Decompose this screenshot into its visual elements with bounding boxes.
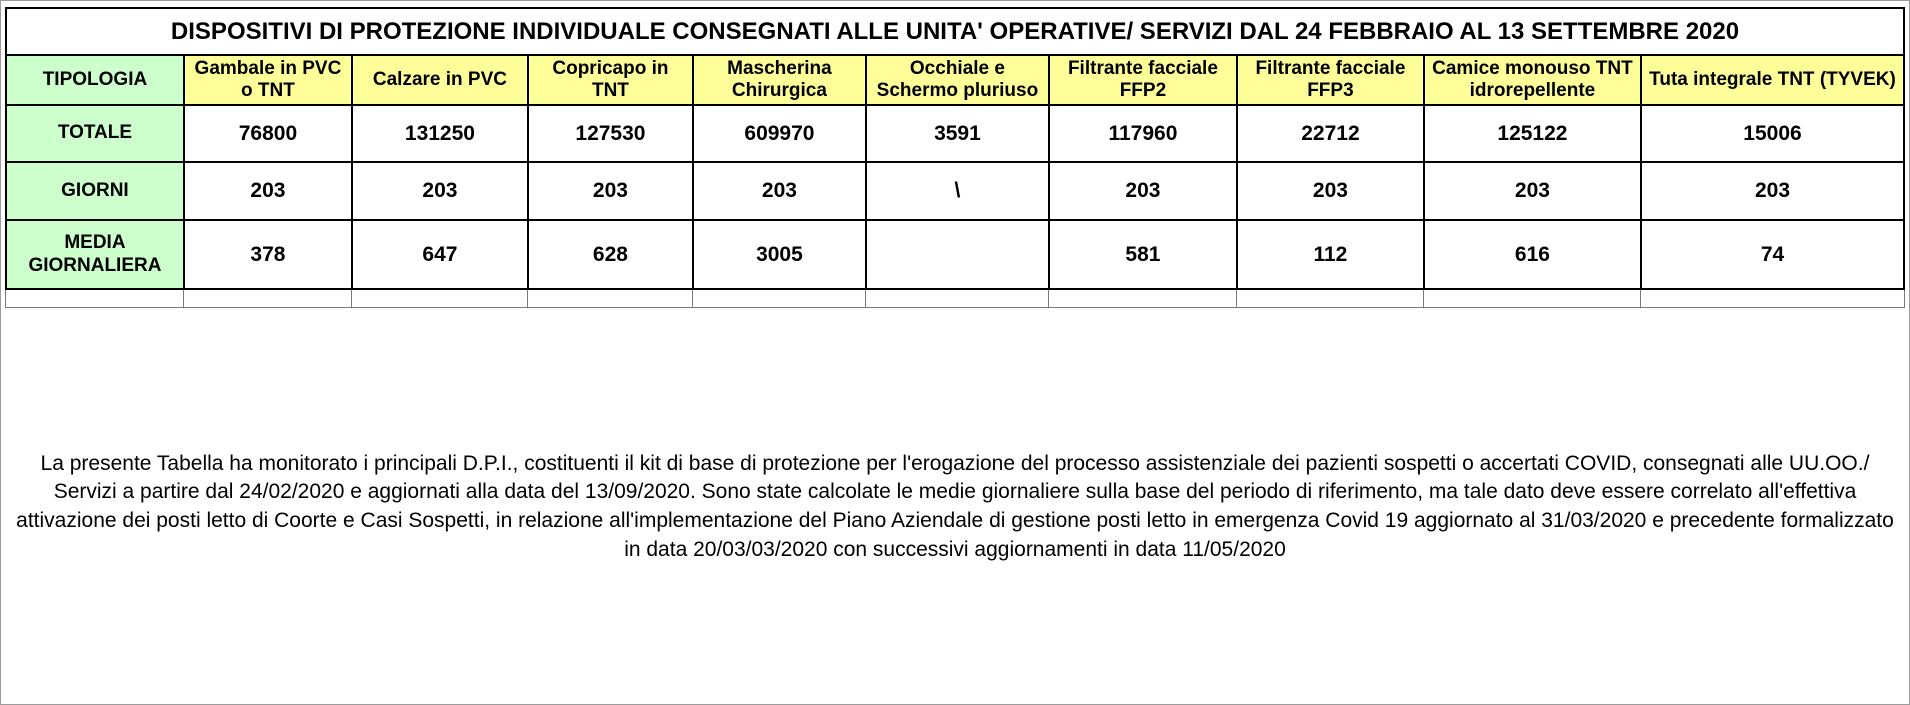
column-header-ffp2: Filtrante facciale FFP2 (1047, 54, 1238, 106)
column-header-occhiale: Occhiale e Schermo pluriuso (864, 54, 1050, 106)
cell-totale-calzare: 131250 (350, 104, 529, 163)
cell-giorni-gambale: 203 (182, 161, 353, 221)
column-header-mascherina: Mascherina Chirurgica (691, 54, 867, 106)
cell-giorni-calzare: 203 (350, 161, 529, 221)
column-header-copricapo: Copricapo in TNT (526, 54, 694, 106)
cell-media-ffp2: 581 (1047, 219, 1238, 290)
note-paragraph: La presente Tabella ha monitorato i prin… (16, 451, 1894, 562)
cell-media-occhiale (864, 219, 1050, 290)
empty-grid-cell (5, 288, 185, 308)
column-header-tuta: Tuta integrale TNT (TYVEK) (1639, 54, 1906, 106)
row-label-giorni: GIORNI (4, 161, 185, 221)
empty-grid-cell (865, 288, 1050, 308)
title-row: DISPOSITIVI DI PROTEZIONE INDIVIDUALE CO… (4, 7, 1906, 56)
tipologia-header: TIPOLOGIA (4, 54, 185, 106)
cell-totale-tuta: 15006 (1639, 104, 1906, 163)
header-row: TIPOLOGIA Gambale in PVC o TNT Calzare i… (4, 54, 1906, 106)
table-row-media-giornaliera: MEDIA GIORNALIERA 378 647 628 3005 581 1… (4, 219, 1906, 290)
cell-giorni-camice: 203 (1422, 161, 1642, 221)
cell-totale-mascherina: 609970 (691, 104, 867, 163)
column-header-calzare: Calzare in PVC (350, 54, 529, 106)
empty-grid-cell (1048, 288, 1238, 308)
cell-media-gambale: 378 (182, 219, 353, 290)
table-title: DISPOSITIVI DI PROTEZIONE INDIVIDUALE CO… (4, 7, 1906, 56)
empty-grid-cell (1640, 288, 1905, 308)
cell-totale-ffp2: 117960 (1047, 104, 1238, 163)
column-header-gambale: Gambale in PVC o TNT (182, 54, 353, 106)
cell-totale-gambale: 76800 (182, 104, 353, 163)
dpi-table: DISPOSITIVI DI PROTEZIONE INDIVIDUALE CO… (4, 7, 1906, 308)
empty-grid-cell (1236, 288, 1425, 308)
empty-grid-cell (527, 288, 694, 308)
row-label-totale: TOTALE (4, 104, 185, 163)
cell-media-calzare: 647 (350, 219, 529, 290)
cell-giorni-occhiale: \ (864, 161, 1050, 221)
empty-grid-cell (351, 288, 529, 308)
cell-totale-camice: 125122 (1422, 104, 1642, 163)
cell-giorni-ffp3: 203 (1235, 161, 1425, 221)
cell-giorni-tuta: 203 (1639, 161, 1906, 221)
row-label-media-giornaliera: MEDIA GIORNALIERA (4, 219, 185, 290)
cell-totale-occhiale: 3591 (864, 104, 1050, 163)
empty-grid-cell (1423, 288, 1642, 308)
cell-giorni-copricapo: 203 (526, 161, 694, 221)
cell-media-tuta: 74 (1639, 219, 1906, 290)
empty-grid-row (5, 288, 1905, 308)
cell-totale-copricapo: 127530 (526, 104, 694, 163)
cell-totale-ffp3: 22712 (1235, 104, 1425, 163)
empty-grid-cell (692, 288, 867, 308)
cell-media-camice: 616 (1422, 219, 1642, 290)
table-row-giorni: GIORNI 203 203 203 203 \ 203 203 203 203 (4, 161, 1906, 221)
table-row-totale: TOTALE 76800 131250 127530 609970 3591 1… (4, 104, 1906, 163)
column-header-camice: Camice monouso TNT idrorepellente (1422, 54, 1642, 106)
column-header-ffp3: Filtrante facciale FFP3 (1235, 54, 1425, 106)
cell-media-ffp3: 112 (1235, 219, 1425, 290)
cell-media-mascherina: 3005 (691, 219, 867, 290)
cell-giorni-ffp2: 203 (1047, 161, 1238, 221)
empty-grid-cell (183, 288, 353, 308)
cell-media-copricapo: 628 (526, 219, 694, 290)
cell-giorni-mascherina: 203 (691, 161, 867, 221)
